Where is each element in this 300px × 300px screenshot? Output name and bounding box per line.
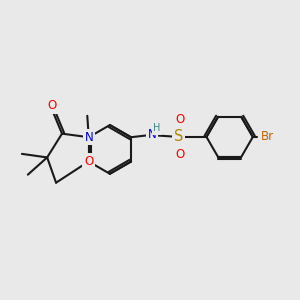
Text: N: N: [84, 131, 93, 144]
Text: O: O: [175, 113, 184, 126]
Text: N: N: [147, 128, 156, 141]
Text: O: O: [175, 148, 184, 161]
Text: Br: Br: [260, 130, 274, 143]
Text: H: H: [154, 123, 161, 133]
Text: O: O: [47, 99, 56, 112]
Text: O: O: [84, 155, 93, 168]
Text: S: S: [174, 129, 183, 144]
